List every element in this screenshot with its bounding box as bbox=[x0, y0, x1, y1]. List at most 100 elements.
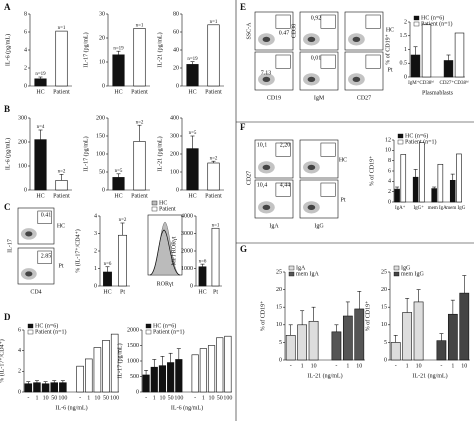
legend-label: mem IgG bbox=[401, 271, 424, 277]
panel-letter: G bbox=[240, 244, 247, 254]
bar bbox=[394, 188, 400, 203]
legend-label: HC (n=6) bbox=[153, 322, 176, 329]
bar bbox=[456, 153, 462, 203]
x-tick-label: - bbox=[440, 363, 442, 369]
y-tick-label: 3 bbox=[94, 231, 97, 237]
flow-population bbox=[262, 76, 271, 83]
bar bbox=[34, 139, 47, 191]
flow-label: 0,92 bbox=[311, 15, 322, 21]
bar bbox=[158, 365, 167, 393]
flow-gate bbox=[275, 182, 291, 197]
y-tick-label: 25 bbox=[381, 269, 387, 275]
bar bbox=[186, 148, 199, 191]
y-tick-label: 2000 bbox=[181, 248, 193, 254]
flow-label: 7.13 bbox=[261, 70, 272, 76]
x-tick-label: 10 bbox=[209, 395, 215, 401]
x-tick-label: IgM⁺CD38ʰⁱ bbox=[408, 79, 434, 86]
n-label: n=19 bbox=[35, 72, 46, 77]
y-axis-label: IL-17 (pg/mL) bbox=[116, 343, 123, 378]
flow-label: Pt bbox=[58, 263, 63, 269]
legend-label: Patient (n=1) bbox=[35, 328, 67, 335]
flow-population bbox=[25, 231, 33, 237]
bar bbox=[55, 30, 68, 87]
x-tick-label: 50 bbox=[168, 395, 174, 401]
legend-swatch bbox=[145, 323, 152, 329]
flow-gate bbox=[365, 54, 381, 69]
x-tick-label: mem IgA bbox=[428, 206, 447, 211]
x-tick-label: 50 bbox=[103, 395, 109, 401]
y-tick-label: 40 bbox=[173, 47, 179, 53]
bar bbox=[400, 154, 407, 203]
y-tick-label: 4 bbox=[388, 179, 391, 185]
x-tick-label: HC bbox=[188, 193, 196, 199]
x-tick-label: 10 bbox=[461, 363, 467, 369]
flow-population bbox=[307, 164, 316, 171]
legend-label: IgA bbox=[296, 265, 306, 271]
legend-swatch bbox=[413, 21, 420, 27]
x-tick-label: Patient bbox=[131, 89, 148, 95]
x-tick-label: - bbox=[145, 395, 147, 401]
y-tick-label: 60 bbox=[173, 29, 179, 35]
bar bbox=[167, 362, 175, 393]
y-tick-label: 300 bbox=[170, 133, 179, 139]
y-tick-label: 1000 bbox=[127, 358, 139, 364]
flow-label: HC bbox=[57, 223, 65, 229]
y-tick-label: 0 bbox=[24, 83, 27, 89]
legend-swatch bbox=[397, 139, 404, 145]
y-tick-label: 100 bbox=[170, 169, 179, 175]
histogram: RORγt HC Patient bbox=[147, 200, 183, 287]
x-tick-label: IgG⁺ bbox=[414, 205, 425, 211]
y-axis-label: % of CD19⁺ bbox=[368, 156, 375, 187]
y-tick-label: 0 bbox=[388, 199, 391, 205]
legend-swatch bbox=[393, 271, 400, 277]
flow-label: 0,01 bbox=[311, 55, 322, 61]
x-tick-label: Pt bbox=[120, 289, 125, 295]
bar bbox=[410, 54, 421, 78]
bar bbox=[308, 320, 319, 361]
flow-population bbox=[262, 204, 271, 211]
x-axis-label: IL-21 (ng/mL) bbox=[307, 372, 342, 379]
x-tick-label: HC bbox=[114, 193, 122, 199]
flow-population bbox=[352, 76, 361, 83]
flow-gate bbox=[320, 54, 336, 69]
flow-label: 4,44 bbox=[280, 182, 291, 188]
y-tick-label: 2000 bbox=[127, 327, 139, 333]
flow-population bbox=[307, 76, 316, 83]
x-tick-label: IgA⁺ bbox=[395, 205, 406, 211]
y-axis-label: % of CD19⁺ bbox=[259, 301, 266, 332]
flow-label: 10,1 bbox=[257, 142, 268, 148]
x-tick-label: 1 bbox=[153, 395, 156, 401]
panel-letter: D bbox=[4, 312, 11, 322]
flow-gate bbox=[275, 54, 291, 69]
bar bbox=[133, 28, 146, 87]
y-tick-label: 5 bbox=[279, 340, 282, 346]
flow-plot bbox=[299, 139, 339, 179]
y-tick-label: 3000 bbox=[181, 231, 193, 237]
y-tick-label: 30 bbox=[99, 11, 105, 17]
y-tick-label: 20 bbox=[276, 287, 282, 293]
y-tick-label: 50 bbox=[99, 169, 105, 175]
flow-label: 0.47 bbox=[279, 30, 290, 36]
bar bbox=[402, 312, 413, 361]
y-tick-label: 0 bbox=[279, 357, 282, 363]
legend-label: Patient bbox=[159, 206, 176, 212]
y-tick-label: 2 bbox=[404, 19, 407, 25]
y-tick-label: 2 bbox=[94, 248, 97, 254]
y-tick-label: 4 bbox=[94, 213, 97, 219]
n-label: n=6 bbox=[199, 259, 207, 264]
y-tick-label: 200 bbox=[18, 139, 27, 145]
y-tick-label: 0 bbox=[102, 187, 105, 193]
x-axis-label: IL-6 (ng/mL) bbox=[171, 404, 203, 411]
legend-label: Patient (n=1) bbox=[153, 328, 185, 335]
y-tick-label: 20 bbox=[99, 35, 105, 41]
y-axis-label: IL-6 (pg/mL) bbox=[4, 138, 11, 170]
legend-label: HC (n=6) bbox=[421, 14, 444, 21]
y-tick-label: 10 bbox=[276, 322, 282, 328]
flow-plot bbox=[299, 179, 339, 219]
legend-swatch bbox=[393, 265, 400, 271]
bar bbox=[150, 366, 158, 393]
bar bbox=[436, 340, 447, 361]
y-tick-label: 8 bbox=[24, 11, 27, 17]
legend-swatch bbox=[151, 200, 158, 206]
y-tick-label: 10 bbox=[99, 59, 105, 65]
